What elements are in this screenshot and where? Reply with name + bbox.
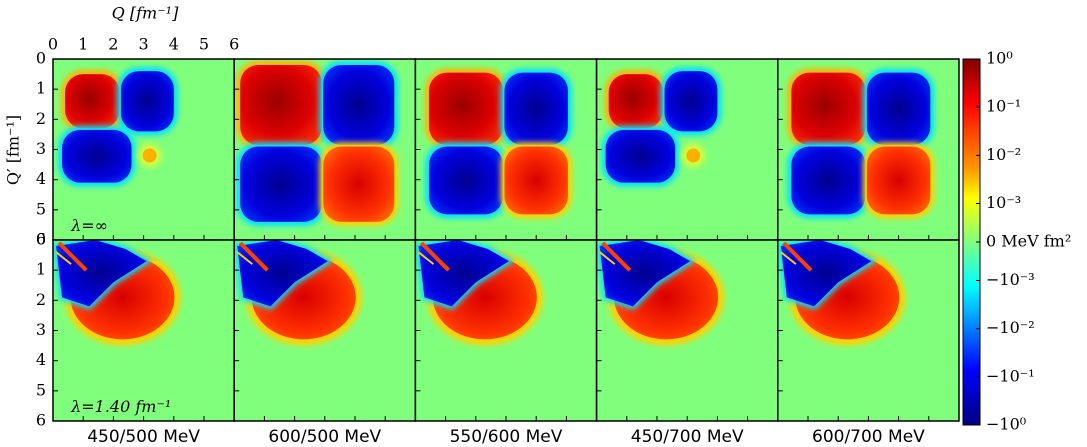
lobe [504, 146, 568, 215]
y-tick-label: 6 [36, 411, 46, 430]
x-tick-label: 4 [169, 35, 179, 54]
heatmap-panel [53, 59, 235, 240]
lobe [56, 240, 147, 307]
lobe [323, 146, 395, 222]
lobe [240, 65, 322, 145]
streak [55, 251, 72, 265]
lobe [120, 71, 174, 132]
lobe [791, 146, 866, 215]
heatmap-panel [234, 240, 416, 421]
streak [417, 251, 435, 265]
y-tick-label: 4 [36, 350, 46, 369]
y-tick-label: 0 [36, 230, 46, 249]
y-tick-label: 6 [36, 230, 46, 249]
lobe [62, 129, 132, 183]
colorbar-tick-label: 10⁰ [986, 49, 1013, 68]
lobe [428, 146, 503, 215]
column-label: 600/500 MeV [268, 427, 381, 447]
lobe [142, 148, 157, 163]
column-label: 550/600 MeV [450, 427, 563, 447]
x-tick-label: 6 [229, 35, 239, 54]
lobe [237, 240, 328, 307]
colorbar-tick-label: 10⁻³ [986, 193, 1021, 212]
x-tick-label: 5 [199, 35, 209, 54]
y-tick-label: 4 [36, 169, 46, 188]
lobe [780, 240, 872, 307]
heatmap-panel [415, 59, 597, 240]
streak [420, 241, 451, 272]
y-tick-label: 1 [36, 260, 46, 279]
x-tick-label: 2 [108, 35, 118, 54]
row-label: λ=1.40 fm⁻¹ [70, 397, 171, 416]
colorbar-tick-label: 0 MeV fm² [986, 232, 1071, 251]
x-tick-label: 1 [78, 35, 88, 54]
y-axis-label: Q′ [fm⁻¹] [4, 115, 23, 185]
x-tick-label: 0 [48, 35, 58, 54]
streak [238, 241, 269, 272]
y-tick-label: 3 [36, 320, 46, 339]
colorbar-tick-label: 10⁻² [986, 145, 1021, 164]
lobe [664, 71, 718, 132]
y-tick-label: 5 [36, 199, 46, 218]
y-tick-label: 1 [36, 79, 46, 98]
lobe [504, 72, 568, 145]
lobe [418, 240, 510, 307]
colorbar-tick-label: −10⁻¹ [986, 366, 1035, 385]
heatmap-panel [596, 240, 778, 421]
colorbar-tick-label: −10⁰ [986, 415, 1026, 434]
y-tick-label: 3 [36, 139, 46, 158]
heatmap-panel [596, 59, 778, 240]
lobe [686, 148, 701, 163]
x-tick-label: 3 [139, 35, 149, 54]
x-axis-label: Q [fm⁻¹] [112, 4, 179, 23]
lobe [599, 240, 691, 307]
y-tick-label: 2 [36, 290, 46, 309]
streak [601, 241, 632, 272]
heatmap-panel [777, 59, 959, 240]
heatmap-panel [234, 59, 416, 240]
column-label: 450/700 MeV [631, 427, 744, 447]
streak [780, 251, 797, 265]
heatmap-panel [415, 240, 597, 421]
y-tick-label: 0 [36, 49, 46, 68]
lobe [866, 146, 931, 215]
heatmap-panel [777, 240, 959, 421]
colorbar-tick-label: −10⁻² [986, 318, 1035, 337]
lobe [866, 72, 931, 145]
streak [57, 241, 88, 272]
lobe [65, 74, 120, 129]
lobe [323, 65, 395, 145]
lobe [791, 72, 866, 145]
column-label: 450/500 MeV [87, 427, 200, 447]
y-tick-label: 2 [36, 109, 46, 128]
lobe [240, 146, 322, 222]
row-label: λ=∞ [70, 216, 108, 235]
lobe [608, 74, 664, 129]
colorbar-tick-label: −10⁻³ [986, 270, 1035, 289]
heatmap-panel [53, 240, 235, 421]
streak [782, 241, 813, 272]
lobe [428, 72, 503, 145]
column-label: 600/700 MeV [812, 427, 925, 447]
y-tick-label: 5 [36, 380, 46, 399]
streak [598, 251, 616, 265]
streak [236, 251, 253, 265]
colorbar-tick-label: 10⁻¹ [986, 97, 1021, 116]
lobe [605, 129, 676, 183]
